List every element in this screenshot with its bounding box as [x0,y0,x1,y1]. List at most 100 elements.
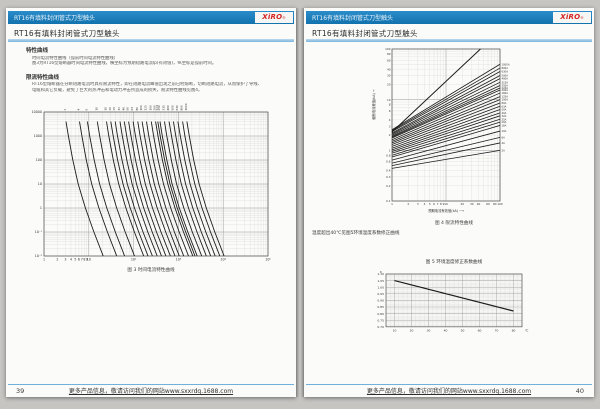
svg-text:630A: 630A [502,69,509,73]
footer-info-text: 更多产品信息，敬请访问我们的网站 [68,388,165,395]
footer-website-text[interactable]: 更多产品信息，敬请访问我们的网站www.sxxrdq.1688.com [6,386,296,395]
svg-text:60: 60 [478,328,482,332]
svg-text:20A: 20A [502,120,507,124]
svg-text:10²: 10² [131,258,137,262]
svg-text:100: 100 [497,202,503,206]
svg-text:40: 40 [477,202,481,206]
svg-text:100: 100 [36,158,42,162]
svg-text:0.70: 0.70 [377,325,384,329]
brand-logo: XiRO ® [553,12,591,23]
svg-text:100: 100 [385,47,391,51]
svg-text:10: 10 [87,258,91,262]
svg-text:8: 8 [440,202,442,206]
fig5-title: 图 5 环境温度修正系数曲线 [425,260,483,265]
svg-text:30: 30 [427,328,431,332]
footer-url[interactable]: www.sxxrdq.1688.com [164,388,234,395]
svg-text:1: 1 [43,258,45,262]
svg-text:250: 250 [157,105,161,111]
svg-text:3: 3 [64,258,66,262]
page-39: RT16有填料封闭管式刀型触头 XiRO ® RT16有填料封闭管式刀型触头 特性… [6,8,296,397]
svg-text:K: K [380,270,383,274]
svg-text:0.85: 0.85 [377,305,384,309]
svg-text:20: 20 [410,328,414,332]
svg-text:1000A: 1000A [502,62,510,66]
svg-text:224A: 224A [502,86,509,90]
svg-text:6: 6 [84,109,88,111]
page-number: 40 [575,387,584,395]
footer-divider [306,383,592,385]
svg-text:20: 20 [387,83,391,87]
svg-text:1: 1 [40,206,42,210]
svg-text:4: 4 [70,258,72,262]
header-bar-left: RT16有填料封闭管式刀型触头 XiRO ® [8,11,294,24]
svg-text:6: 6 [78,258,80,262]
svg-text:10⁻²: 10⁻² [35,254,43,258]
svg-text:10: 10 [38,182,42,186]
svg-text:5: 5 [74,258,76,262]
svg-text:8: 8 [389,103,391,107]
section-line: 电缆和其它负载，避免了巨大的热冲击和电动力冲击所造成的损失，限流特性曲线见图4。 [32,87,203,93]
svg-text:80: 80 [493,202,497,206]
svg-text:200: 200 [153,105,157,111]
svg-text:截断电流峰值(kA) →: 截断电流峰值(kA) → [371,89,376,120]
header-bar-title: RT16有填料封闭管式刀型触头 [14,15,96,22]
footer: 39 更多产品信息，敬请访问我们的网站www.sxxrdq.1688.com [6,385,296,395]
registered-mark-icon: ® [580,15,584,20]
svg-text:40A: 40A [502,111,507,115]
svg-text:0.75: 0.75 [377,318,384,322]
section-line: RT16型熔断器在分断短路电流时具有限流特性，即在短路电流峰值出现之前已经熔断，… [32,82,262,88]
svg-text:80A: 80A [502,101,507,105]
section-current-limiting: 限流特性曲线 RT16型熔断器在分断短路电流时具有限流特性，即在短路电流峰值出现… [26,73,288,94]
svg-text:32A: 32A [502,114,507,118]
footer-url[interactable]: www.sxxrdq.1688.com [462,388,532,395]
svg-text:9: 9 [443,202,445,206]
svg-text:8: 8 [83,258,85,262]
svg-text:4: 4 [424,202,426,206]
svg-text:10³: 10³ [176,258,182,262]
svg-text:630: 630 [175,105,179,111]
svg-text:7: 7 [437,202,439,206]
svg-text:80: 80 [512,328,516,332]
svg-text:10⁻¹: 10⁻¹ [35,230,43,234]
svg-text:25A: 25A [502,117,507,121]
footer-website-text[interactable]: 更多产品信息，敬请访问我们的网站www.sxxrdq.1688.com [304,386,594,395]
svg-text:50: 50 [461,328,465,332]
page-gutter [296,8,304,397]
svg-text:1.05: 1.05 [377,279,384,283]
svg-text:0.95: 0.95 [377,292,384,296]
svg-text:20: 20 [460,202,464,206]
svg-text:16: 16 [103,107,107,111]
svg-text:1: 1 [389,148,391,152]
brand-logo-text: XiRO [262,13,283,21]
svg-text:6: 6 [433,202,435,206]
svg-text:10⁵: 10⁵ [265,258,271,262]
page-title: RT16有填料封闭管式刀型触头 [312,29,418,38]
temperature-correction-chart: 1.10 1.05 1.00 0.95 0.90 0.85 0.80 0.75 0.70 10 20… [377,270,529,332]
svg-text:0.4: 0.4 [386,169,391,173]
svg-text:10: 10 [94,107,98,111]
svg-text:4A: 4A [502,141,506,145]
svg-text:32: 32 [117,107,121,111]
svg-text:0.8: 0.8 [386,153,391,157]
page-title: RT16有填料封闭管式刀型触头 [14,29,120,38]
svg-text:30: 30 [470,202,474,206]
svg-text:315A: 315A [502,80,509,84]
svg-text:60: 60 [486,202,490,206]
svg-text:80: 80 [135,107,139,111]
svg-text:5: 5 [429,202,431,206]
svg-text:0.1: 0.1 [386,199,391,203]
svg-text:2A: 2A [502,148,506,152]
svg-text:0.80: 0.80 [377,312,384,316]
svg-text:0.6: 0.6 [386,160,391,164]
svg-text:40: 40 [387,67,391,71]
svg-text:2: 2 [407,202,409,206]
svg-text:63A: 63A [502,104,507,108]
svg-text:0.3: 0.3 [386,175,391,179]
svg-text:4: 4 [389,118,391,122]
svg-text:100A: 100A [502,98,509,102]
svg-text:0.2: 0.2 [386,184,391,188]
current-limiting-chart: 1008060403020108643210.80.60.40.30.20.11… [371,47,510,213]
svg-text:500A: 500A [502,73,509,77]
